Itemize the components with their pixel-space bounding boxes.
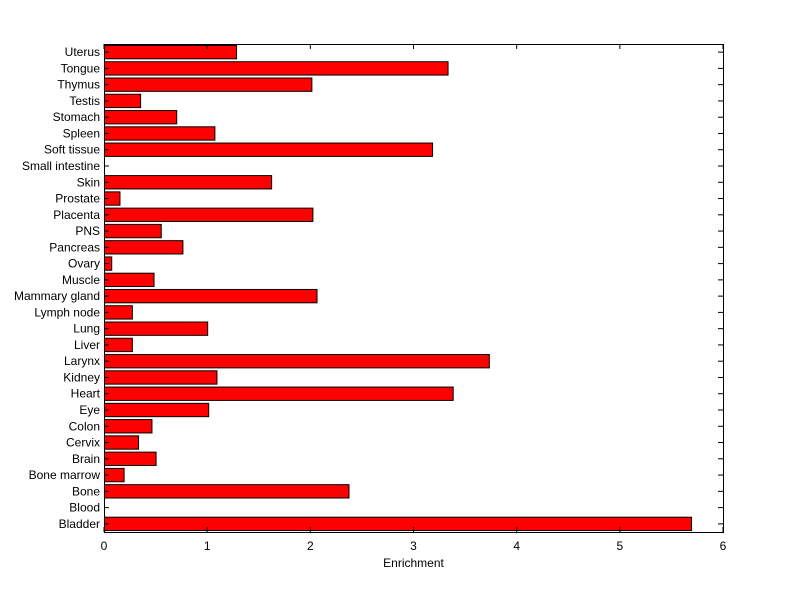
y-tick-label-mammary-gland: Mammary gland [14, 289, 100, 303]
bar-spleen [104, 126, 216, 141]
y-tick-label-placenta: Placenta [53, 208, 100, 222]
bar-skin [104, 175, 273, 190]
y-tick-label-ovary: Ovary [68, 257, 100, 271]
bar-cervix [104, 435, 140, 450]
bar-kidney [104, 370, 218, 385]
axes-box [104, 44, 724, 533]
y-tick-label-larynx: Larynx [64, 354, 100, 368]
bar-larynx [104, 354, 490, 369]
y-tick-label-heart: Heart [71, 387, 101, 401]
y-tick-label-muscle: Muscle [62, 273, 100, 287]
x-tick-labels: 0 1 2 3 4 5 6 [101, 539, 727, 553]
bar-eye [104, 402, 210, 418]
bar-pns [104, 223, 162, 239]
bar-mammary-gland [104, 288, 318, 304]
bar-brain [104, 451, 157, 466]
bar-pancreas [104, 240, 184, 255]
bar-thymus [104, 77, 313, 92]
y-tick-label-pancreas: Pancreas [49, 240, 100, 254]
y-tick-label-thymus: Thymus [57, 78, 100, 92]
y-tick-label-brain: Brain [72, 452, 100, 466]
y-tick-label-pns: PNS [75, 224, 100, 238]
bar-muscle [104, 272, 155, 288]
x-tick-label-2: 2 [307, 539, 314, 553]
y-tick-label-kidney: Kidney [63, 370, 100, 384]
y-tick-label-spleen: Spleen [63, 126, 100, 140]
y-tick-label-bone: Bone [72, 484, 100, 498]
x-axis-label: Enrichment [383, 556, 444, 570]
bar-bladder [104, 516, 693, 532]
x-tick-label-0: 0 [101, 539, 108, 553]
y-tick-label-colon: Colon [69, 419, 100, 433]
y-tick-label-blood: Blood [69, 501, 100, 515]
y-tick-label-uterus: Uterus [65, 45, 100, 59]
y-tick-label-lung: Lung [73, 322, 100, 336]
y-tick-label-eye: Eye [79, 403, 100, 417]
y-tick-labels: Bladder Blood Bone Bone marrow Brain Cervix Co… [14, 45, 101, 531]
y-tick-label-skin: Skin [77, 175, 100, 189]
bar-tongue [104, 61, 449, 76]
bar-testis [104, 93, 142, 109]
bar-heart [104, 386, 454, 401]
bar-soft-tissue [104, 142, 434, 157]
y-tick-label-small-intestine: Small intestine [22, 159, 100, 173]
y-tick-label-bone-marrow: Bone marrow [29, 468, 101, 482]
bar-colon [104, 419, 153, 434]
bar-placenta [104, 207, 314, 222]
y-tick-label-tongue: Tongue [61, 61, 101, 75]
x-tick-label-6: 6 [720, 539, 727, 553]
y-tick-label-testis: Testis [69, 94, 100, 108]
y-tick-label-lymph-node: Lymph node [34, 305, 100, 319]
x-tick-label-5: 5 [616, 539, 623, 553]
x-tick-label-4: 4 [513, 539, 520, 553]
y-tick-label-prostate: Prostate [55, 192, 100, 206]
y-tick-label-liver: Liver [74, 338, 100, 352]
y-tick-label-bladder: Bladder [59, 517, 100, 531]
bar-bone [104, 484, 350, 499]
bar-lung [104, 321, 209, 336]
bar-stomach [104, 110, 178, 125]
x-tick-label-3: 3 [410, 539, 417, 553]
x-tick-label-1: 1 [204, 539, 211, 553]
y-tick-label-soft-tissue: Soft tissue [44, 143, 100, 157]
y-tick-label-stomach: Stomach [53, 110, 100, 124]
bar-uterus [104, 44, 238, 60]
y-tick-label-cervix: Cervix [66, 436, 100, 450]
